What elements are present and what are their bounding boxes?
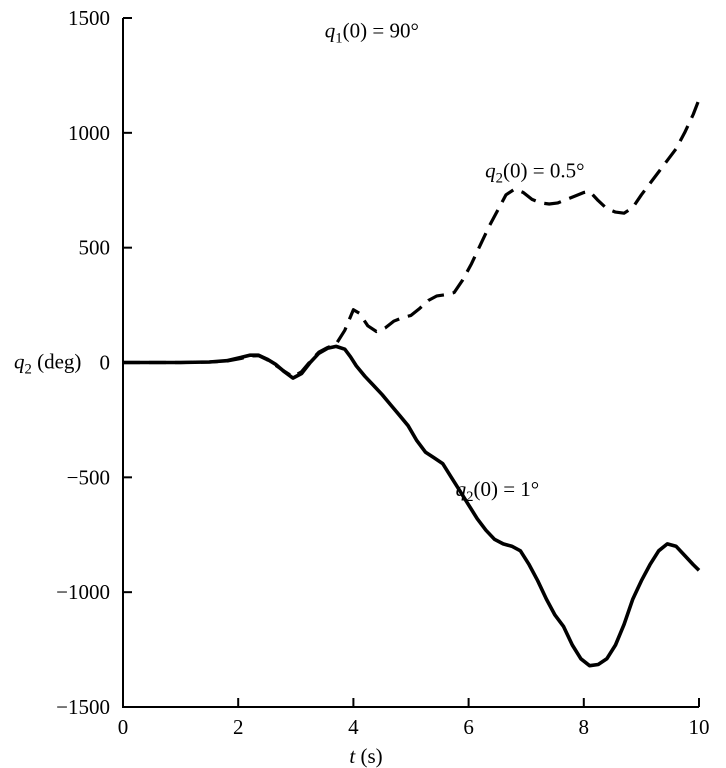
x-tick-label: 6	[463, 715, 474, 739]
y-tick-label: −1500	[56, 695, 110, 719]
y-tick-label: −1000	[56, 580, 110, 604]
y-tick-label: 0	[100, 351, 111, 375]
y-tick-label: 500	[79, 236, 111, 260]
y-tick-label: 1000	[68, 121, 110, 145]
curve-solid	[123, 344, 701, 668]
y-axis-title: q2 (deg)	[14, 350, 81, 378]
annotation-dashed-curve-label: q2(0) = 0.5°	[485, 159, 584, 187]
x-tick-label: 8	[579, 715, 590, 739]
x-tick-label: 0	[118, 715, 129, 739]
x-tick-label: 10	[689, 715, 710, 739]
y-tick-label: −500	[67, 465, 110, 489]
y-tick-label: 1500	[68, 6, 110, 30]
x-axis-title: t (s)	[349, 744, 382, 768]
x-tick-label: 4	[348, 715, 359, 739]
x-tick-label: 2	[233, 715, 244, 739]
curve-dashed	[123, 98, 701, 379]
annotation-solid-curve-label: q2(0) = 1°	[456, 477, 540, 505]
annotation-initial-condition-q1: q1(0) = 90°	[325, 19, 419, 47]
